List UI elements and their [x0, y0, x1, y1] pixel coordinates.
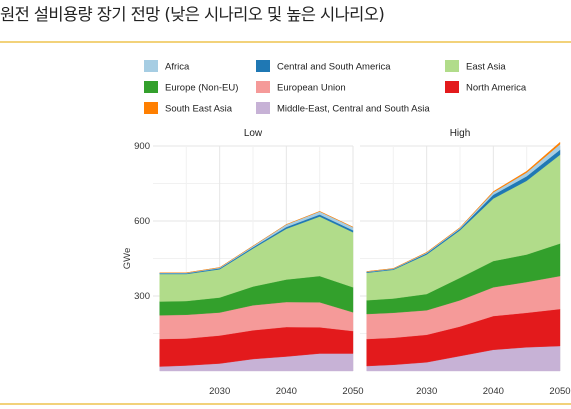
- bottom-divider: [0, 403, 571, 405]
- legend-label-africa: Africa: [165, 62, 190, 73]
- panel-low: Low 2030 2040 2050: [153, 128, 364, 397]
- legend-swatch-central-and-south-america: [256, 60, 270, 72]
- panel-title-high: High: [450, 128, 471, 139]
- title-divider: [0, 41, 571, 43]
- y-axis-label: GWe: [122, 248, 133, 269]
- x-tick-label: 2030: [209, 386, 230, 397]
- x-tick-label: 2040: [276, 386, 297, 397]
- legend-swatch-east-asia: [445, 60, 459, 72]
- legend-item-east-asia: East Asia: [445, 60, 506, 73]
- legend-swatch-north-america: [445, 81, 459, 93]
- legend-label-european-union: European Union: [277, 83, 346, 94]
- area-south-east-asia: [366, 141, 561, 272]
- legend-label-central-and-south-america: Central and South America: [277, 62, 391, 73]
- panel-high: High 2030 2040 2050: [360, 128, 571, 397]
- legend-swatch-middle-east-central-and-south-asia: [256, 102, 270, 114]
- y-tick-label: 300: [134, 291, 150, 302]
- legend-label-north-america: North America: [466, 83, 527, 94]
- legend-item-central-and-south-america: Central and South America: [256, 60, 391, 73]
- legend-swatch-south-east-asia: [144, 102, 158, 114]
- panel-title-low: Low: [244, 128, 263, 139]
- legend-item-africa: Africa: [144, 60, 190, 73]
- legend-label-europe-non-eu: Europe (Non-EU): [165, 83, 238, 94]
- legend-item-middle-east-central-and-south-asia: Middle-East, Central and South Asia: [256, 102, 430, 115]
- x-tick-label: 2050: [549, 386, 570, 397]
- legend-swatch-europe-non-eu: [144, 81, 158, 93]
- page-title: 원전 설비용량 장기 전망 (낮은 시나리오 및 높은 시나리오): [0, 5, 385, 24]
- legend-swatch-africa: [144, 60, 158, 72]
- area-south-east-asia: [159, 211, 354, 273]
- y-tick-label: 600: [134, 216, 150, 227]
- legend-swatch-european-union: [256, 81, 270, 93]
- legend-label-middle-east-central-and-south-asia: Middle-East, Central and South Asia: [277, 104, 430, 115]
- y-tick-label: 900: [134, 141, 150, 152]
- legend-item-europe-non-eu: Europe (Non-EU): [144, 81, 238, 94]
- x-tick-label: 2050: [342, 386, 363, 397]
- legend-label-east-asia: East Asia: [466, 62, 506, 73]
- legend-item-north-america: North America: [445, 81, 527, 94]
- legend-item-south-east-asia: South East Asia: [144, 102, 233, 115]
- x-tick-label: 2040: [483, 386, 504, 397]
- legend-item-european-union: European Union: [256, 81, 346, 94]
- x-tick-label: 2030: [416, 386, 437, 397]
- legend-label-south-east-asia: South East Asia: [165, 104, 233, 115]
